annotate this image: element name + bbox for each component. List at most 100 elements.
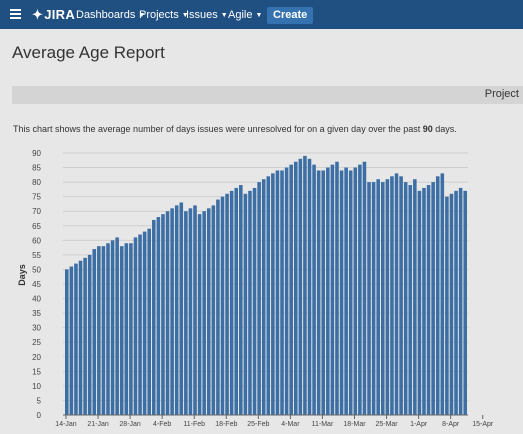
chart-bar[interactable] (170, 208, 174, 415)
chart-bar[interactable] (129, 243, 133, 415)
chart-bar[interactable] (463, 190, 467, 415)
jira-logo[interactable]: ✦JIRA (32, 7, 76, 22)
chart-bar[interactable] (445, 196, 449, 415)
chart-bar[interactable] (92, 249, 97, 415)
chart-bar[interactable] (344, 167, 348, 415)
chart-bar[interactable] (261, 179, 266, 415)
chart-bar[interactable] (435, 176, 440, 415)
chart-bar[interactable] (348, 170, 353, 415)
chart-bar[interactable] (252, 187, 257, 415)
chart-bar[interactable] (431, 182, 435, 415)
chart-bar[interactable] (371, 182, 376, 415)
project-label[interactable]: Project (484, 88, 519, 100)
chart-bar[interactable] (316, 170, 321, 415)
hamburger-menu-icon[interactable] (10, 9, 21, 20)
chart-bar[interactable] (179, 202, 184, 415)
chart-bar[interactable] (188, 208, 193, 415)
chart-bar[interactable] (115, 237, 119, 415)
chart-bar[interactable] (211, 205, 216, 415)
chart-bar[interactable] (193, 205, 197, 415)
chart-bar[interactable] (394, 173, 399, 415)
chart-bar[interactable] (138, 234, 142, 415)
chart-bar[interactable] (330, 164, 335, 415)
chart-bar[interactable] (413, 179, 417, 415)
chart-bar[interactable] (458, 187, 463, 415)
chart-bar[interactable] (293, 161, 298, 415)
chart-bar[interactable] (97, 246, 101, 415)
chart-bar[interactable] (110, 240, 115, 415)
chart-bar[interactable] (165, 211, 170, 415)
chart-bar[interactable] (280, 170, 284, 415)
nav-agile[interactable]: Agile ▼ (228, 9, 263, 21)
chart-bar[interactable] (142, 231, 147, 415)
chart-bar[interactable] (422, 187, 426, 415)
chart-bar[interactable] (326, 167, 330, 415)
chart-bar[interactable] (197, 214, 202, 415)
chart-bar[interactable] (289, 164, 293, 415)
chart-bar[interactable] (106, 243, 110, 415)
chart-bar[interactable] (216, 199, 220, 415)
chart-bar[interactable] (312, 164, 316, 415)
chart-bar[interactable] (303, 155, 307, 415)
chart-bar[interactable] (257, 182, 261, 415)
chart-bar[interactable] (225, 193, 229, 415)
chart-bar[interactable] (174, 205, 179, 415)
chart-bar[interactable] (339, 170, 344, 415)
chart-bar[interactable] (239, 185, 243, 415)
chart-bar[interactable] (376, 179, 380, 415)
chart-bar[interactable] (275, 170, 280, 415)
chart-bar[interactable] (417, 190, 422, 415)
chart-bar[interactable] (161, 214, 165, 415)
chart-bar[interactable] (362, 161, 367, 415)
chart-bar[interactable] (206, 208, 211, 415)
chart-bar[interactable] (119, 246, 124, 415)
chart-bar[interactable] (408, 185, 413, 415)
chart-bar[interactable] (454, 190, 458, 415)
chart-bar[interactable] (248, 190, 252, 415)
chart-bar[interactable] (284, 167, 289, 415)
chart-bar[interactable] (133, 237, 138, 415)
chart-bar[interactable] (403, 182, 408, 415)
chart-bar[interactable] (152, 219, 156, 415)
chart-bar[interactable] (385, 179, 390, 415)
chart-bar[interactable] (335, 161, 339, 415)
chart-bar[interactable] (202, 211, 206, 415)
chart-bar[interactable] (83, 257, 87, 415)
chart-bar[interactable] (243, 193, 248, 415)
x-tick-label: 14-Jan (55, 421, 77, 428)
chart-bar[interactable] (353, 167, 358, 415)
chart-bar[interactable] (380, 182, 385, 415)
chart-bar[interactable] (307, 158, 312, 415)
chart-bar[interactable] (124, 243, 129, 415)
chart-bar[interactable] (271, 173, 275, 415)
chart-bar[interactable] (101, 246, 106, 415)
chart-bar[interactable] (358, 164, 362, 415)
chart-bar[interactable] (156, 217, 161, 415)
chart-bar[interactable] (184, 211, 188, 415)
chart-bar[interactable] (74, 263, 78, 415)
chart-bar[interactable] (449, 193, 454, 415)
chart-bar[interactable] (234, 187, 239, 415)
y-tick-label: 20 (32, 353, 41, 362)
chart-bar[interactable] (147, 228, 151, 415)
chart-bar[interactable] (440, 173, 445, 415)
chart-bar[interactable] (78, 260, 83, 415)
chart-bar[interactable] (321, 170, 326, 415)
chart-bar[interactable] (220, 196, 225, 415)
nav-projects[interactable]: Projects ▼ (139, 9, 189, 21)
chart-bar[interactable] (390, 176, 394, 415)
nav-dashboards[interactable]: Dashboards ▼ (76, 9, 146, 21)
chart-bar[interactable] (229, 190, 234, 415)
chart-bar[interactable] (266, 176, 271, 415)
jira-logo-icon: ✦ (32, 7, 44, 22)
chart-bar[interactable] (367, 182, 371, 415)
top-navigation-bar: ✦JIRA Dashboards ▼ Projects ▼ Issues ▼ Agil… (0, 0, 523, 29)
chart-bar[interactable] (426, 185, 431, 415)
chart-bar[interactable] (298, 158, 303, 415)
create-button[interactable]: Create (267, 7, 314, 24)
chart-bar[interactable] (65, 269, 69, 415)
nav-issues[interactable]: Issues ▼ (186, 9, 228, 21)
chart-bar[interactable] (69, 266, 74, 415)
chart-bar[interactable] (399, 176, 403, 415)
chart-bar[interactable] (87, 254, 92, 415)
